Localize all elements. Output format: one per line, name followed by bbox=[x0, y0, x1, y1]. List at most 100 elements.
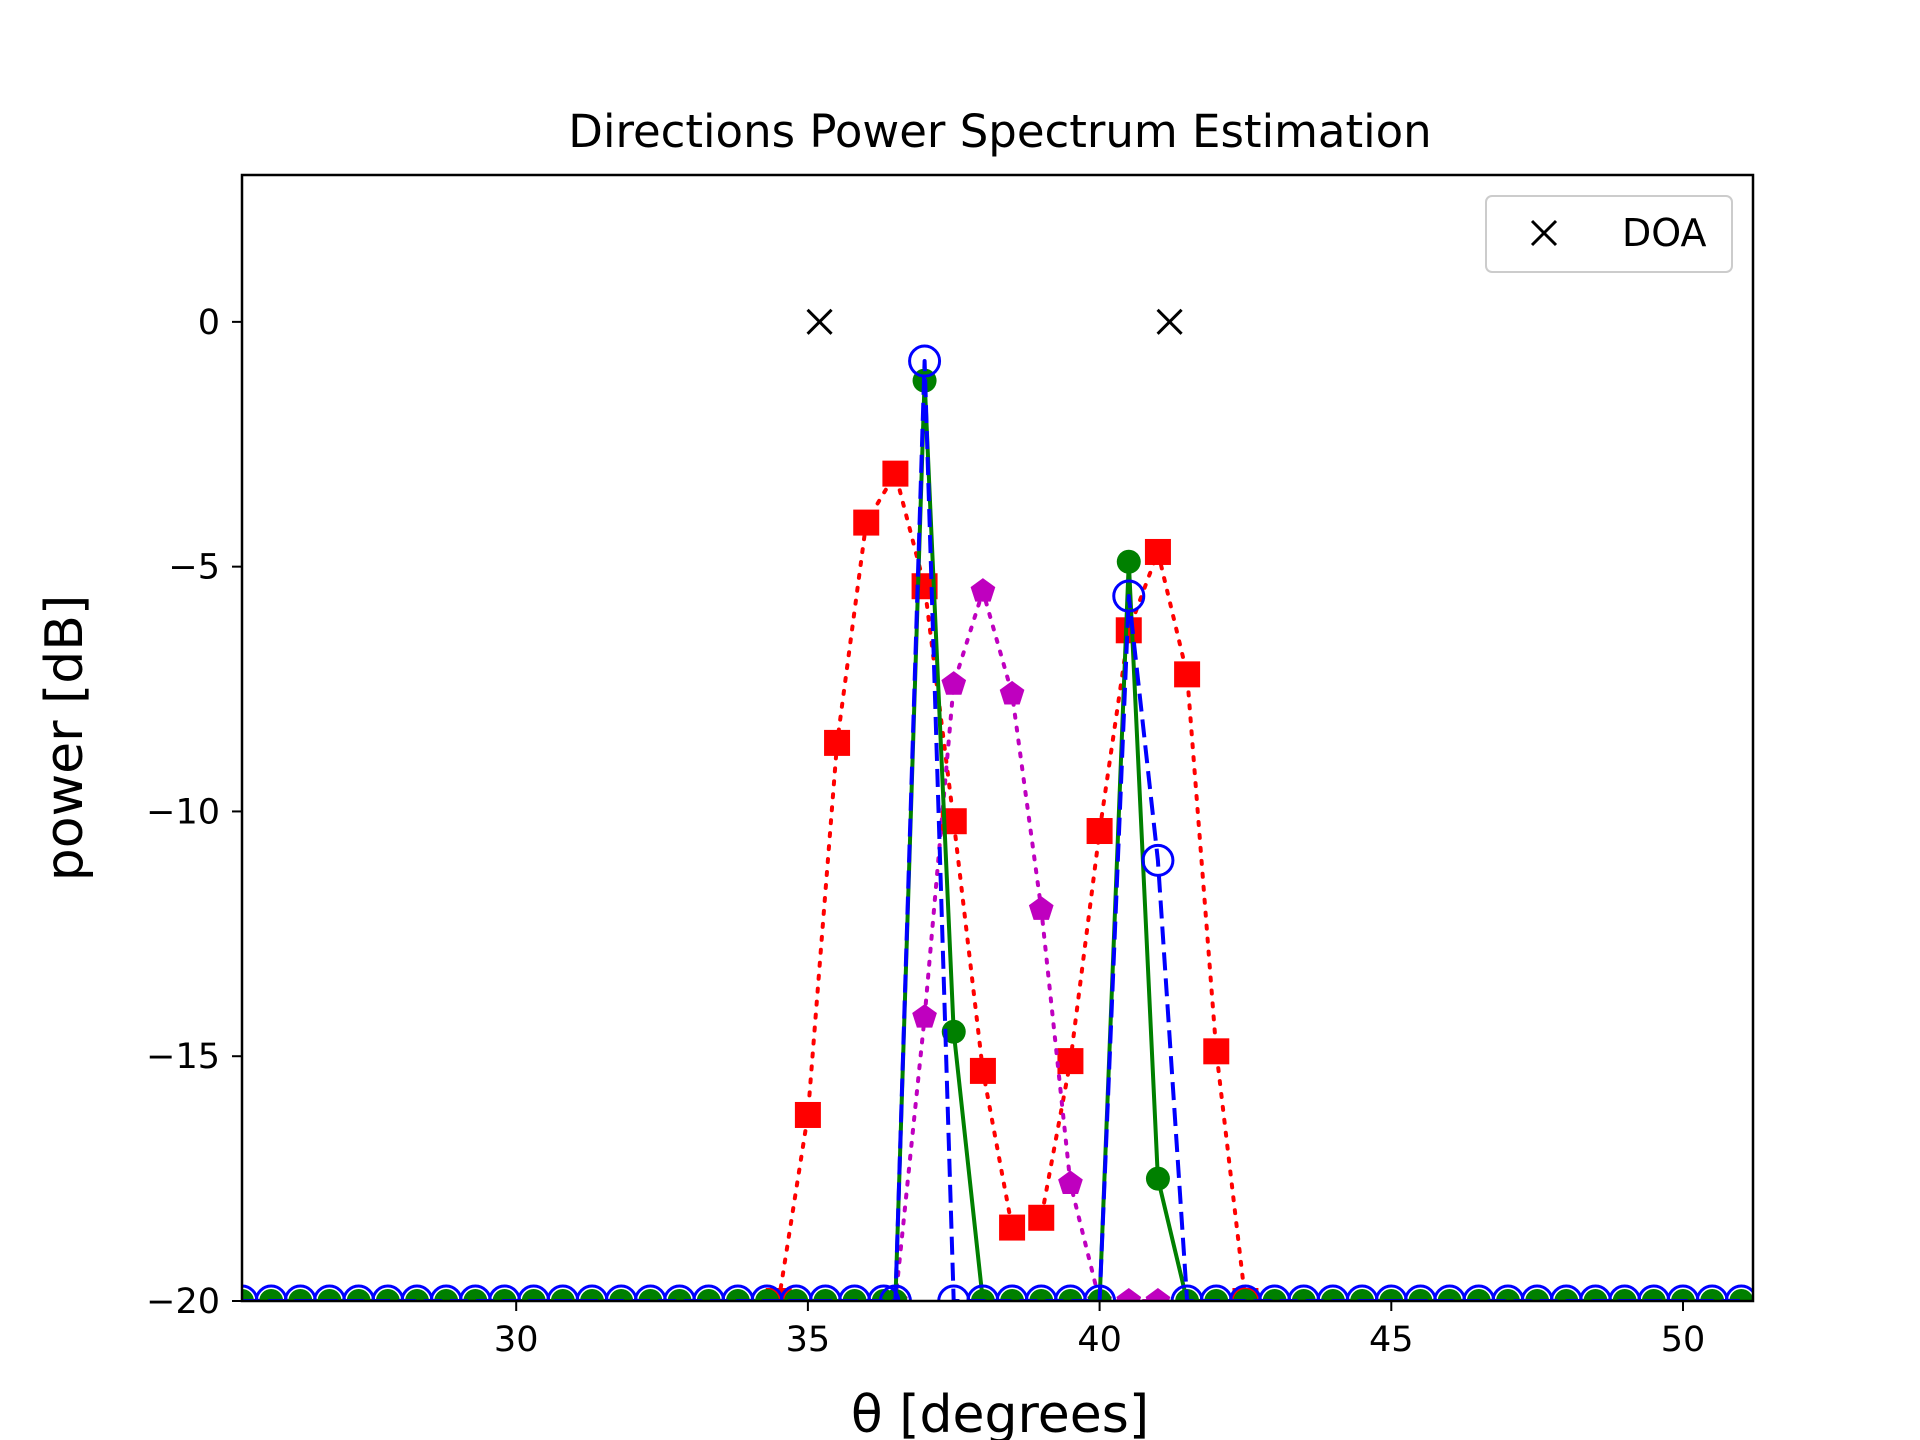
data-point bbox=[463, 1289, 488, 1301]
data-point bbox=[1554, 1289, 1579, 1301]
data-point bbox=[1525, 1289, 1550, 1301]
data-point bbox=[254, 1284, 288, 1301]
data-point bbox=[550, 1289, 575, 1301]
data-point bbox=[1028, 1204, 1055, 1231]
data-point bbox=[1612, 1289, 1637, 1301]
data-point bbox=[1350, 1289, 1375, 1301]
data-point bbox=[1112, 579, 1146, 613]
data-point bbox=[517, 1284, 551, 1301]
legend: DOA bbox=[1485, 195, 1733, 273]
data-point bbox=[1379, 1289, 1404, 1301]
data-point bbox=[1204, 1289, 1229, 1301]
data-point bbox=[842, 1289, 867, 1301]
data-point bbox=[429, 1284, 463, 1301]
data-point-x-marker bbox=[806, 308, 833, 335]
data-point bbox=[1695, 1284, 1729, 1301]
series-dotted-pentagon bbox=[883, 578, 1171, 1301]
data-point bbox=[1203, 1038, 1230, 1065]
data-point bbox=[838, 1284, 872, 1301]
data-point bbox=[813, 1289, 838, 1301]
data-point bbox=[1174, 661, 1201, 688]
data-point bbox=[1729, 1289, 1753, 1301]
data-point bbox=[283, 1284, 317, 1301]
y-axis: 0 −5 −10 −15 −20 bbox=[146, 303, 242, 1322]
data-point bbox=[912, 1004, 937, 1028]
data-point bbox=[405, 1289, 430, 1301]
x-tick-label: 30 bbox=[494, 1320, 539, 1360]
legend-marker-doa-icon bbox=[1530, 219, 1558, 247]
data-point bbox=[375, 1289, 400, 1301]
data-point bbox=[882, 460, 909, 487]
data-point bbox=[794, 1101, 821, 1128]
data-point bbox=[580, 1289, 605, 1301]
data-point bbox=[779, 1284, 813, 1301]
data-point bbox=[346, 1289, 371, 1301]
data-point bbox=[458, 1284, 492, 1301]
data-point bbox=[970, 1289, 995, 1301]
data-point bbox=[1608, 1284, 1642, 1301]
data-point bbox=[1670, 1289, 1695, 1301]
data-point-x-marker bbox=[1156, 308, 1183, 335]
data-point bbox=[667, 1289, 692, 1301]
data-point bbox=[692, 1284, 726, 1301]
data-point bbox=[908, 344, 942, 378]
data-point bbox=[999, 1214, 1026, 1241]
data-point bbox=[1291, 1289, 1316, 1301]
data-point bbox=[1024, 1284, 1058, 1301]
y-tick-label: −10 bbox=[146, 792, 220, 832]
data-point bbox=[1374, 1284, 1408, 1301]
data-point bbox=[1116, 1288, 1142, 1301]
data-point bbox=[1083, 1284, 1117, 1301]
x-axis-label: θ [degrees] bbox=[851, 1385, 1149, 1440]
y-tick-label: −20 bbox=[146, 1282, 220, 1322]
series-line bbox=[242, 378, 1742, 1301]
data-point bbox=[970, 578, 996, 602]
data-point bbox=[1145, 1288, 1171, 1301]
data-point bbox=[1170, 1284, 1204, 1301]
data-point bbox=[342, 1284, 376, 1301]
data-point bbox=[1258, 1284, 1292, 1301]
data-point bbox=[1144, 538, 1171, 565]
data-point bbox=[1053, 1284, 1087, 1301]
data-point bbox=[1700, 1289, 1725, 1301]
data-point bbox=[546, 1284, 580, 1301]
data-point bbox=[1316, 1284, 1350, 1301]
data-point bbox=[313, 1284, 347, 1301]
data-point bbox=[1145, 1166, 1170, 1191]
data-point bbox=[488, 1284, 522, 1301]
data-point bbox=[1433, 1284, 1467, 1301]
series-dashed-open-circle bbox=[242, 344, 1753, 1301]
data-point bbox=[1086, 818, 1113, 845]
data-point bbox=[1491, 1284, 1525, 1301]
legend-box bbox=[1485, 195, 1733, 273]
x-tick-label: 40 bbox=[1077, 1320, 1122, 1360]
data-point bbox=[1028, 896, 1054, 920]
data-point bbox=[521, 1289, 546, 1301]
x-axis: 30 35 40 45 50 bbox=[494, 1301, 1705, 1360]
series-solid-circle bbox=[242, 368, 1753, 1301]
data-point bbox=[434, 1289, 459, 1301]
data-point bbox=[1233, 1289, 1258, 1301]
data-point bbox=[853, 509, 880, 536]
data-point bbox=[638, 1289, 663, 1301]
data-point bbox=[878, 1284, 912, 1301]
data-point bbox=[1549, 1284, 1583, 1301]
data-point bbox=[1287, 1284, 1321, 1301]
data-point bbox=[1228, 1284, 1262, 1301]
data-point bbox=[575, 1284, 609, 1301]
data-point bbox=[633, 1284, 667, 1301]
data-point bbox=[604, 1284, 638, 1301]
data-point bbox=[1641, 1289, 1666, 1301]
data-point bbox=[1058, 1170, 1083, 1194]
data-point bbox=[288, 1289, 313, 1301]
data-point bbox=[609, 1289, 634, 1301]
data-point bbox=[1462, 1284, 1496, 1301]
data-point bbox=[1408, 1289, 1433, 1301]
data-point bbox=[242, 1289, 254, 1301]
data-point bbox=[941, 671, 967, 695]
data-point bbox=[995, 1284, 1029, 1301]
legend-label-doa: DOA bbox=[1622, 211, 1707, 255]
data-point bbox=[1000, 1289, 1025, 1301]
x-tick-label: 50 bbox=[1661, 1320, 1706, 1360]
